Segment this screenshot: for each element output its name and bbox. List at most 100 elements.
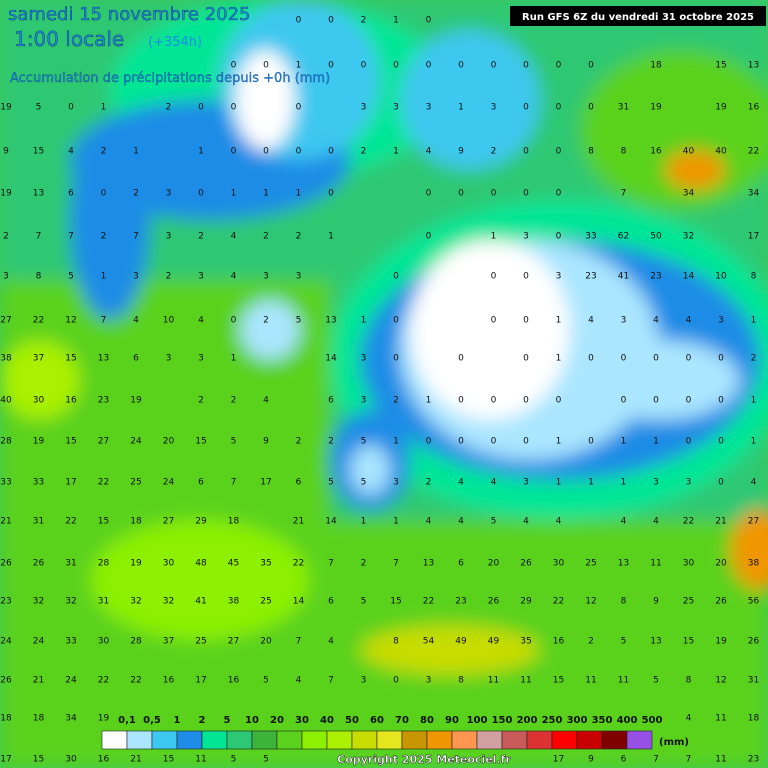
grid-value: 0 (68, 103, 74, 113)
grid-value: 7 (101, 316, 107, 326)
grid-value: 7 (296, 637, 302, 647)
grid-value: 3 (361, 676, 367, 686)
legend-swatch (176, 730, 203, 750)
grid-value: 15 (553, 676, 564, 686)
grid-value: 16 (228, 676, 240, 686)
grid-value: 31 (618, 103, 629, 113)
grid-value: 13 (650, 637, 661, 647)
grid-value: 30 (553, 559, 565, 569)
grid-value: 56 (748, 597, 760, 607)
grid-value: 2 (231, 396, 237, 406)
grid-value: 1 (751, 396, 757, 406)
legend-swatch (251, 730, 278, 750)
grid-value: 1 (393, 147, 399, 157)
grid-value: 4 (426, 517, 432, 527)
lead-time: (+354h) (148, 35, 202, 50)
grid-value: 0 (556, 61, 562, 71)
grid-value: 1 (653, 437, 659, 447)
grid-value: 3 (426, 676, 432, 686)
grid-value: 4 (133, 316, 139, 326)
grid-value: 2 (328, 437, 334, 447)
grid-value: 15 (390, 597, 401, 607)
grid-value: 40 (715, 147, 727, 157)
grid-value: 15 (33, 755, 44, 765)
grid-value: 3 (393, 478, 399, 488)
grid-value: 0 (491, 437, 497, 447)
grid-value: 8 (36, 272, 42, 282)
grid-value: 4 (263, 396, 269, 406)
grid-value: 1 (361, 517, 367, 527)
grid-value: 31 (65, 559, 76, 569)
grid-value: 23 (98, 396, 109, 406)
grid-value: 3 (3, 272, 9, 282)
grid-value: 37 (163, 637, 174, 647)
grid-value: 0 (458, 354, 464, 364)
grid-value: 2 (296, 232, 302, 242)
grid-value: 18 (0, 714, 12, 724)
grid-value: 18 (650, 61, 662, 71)
grid-value: 21 (33, 676, 44, 686)
grid-value: 8 (686, 676, 692, 686)
grid-value: 31 (33, 517, 44, 527)
grid-value: 15 (98, 517, 109, 527)
legend-label: 10 (245, 715, 259, 726)
grid-value: 50 (650, 232, 662, 242)
grid-value: 2 (166, 272, 172, 282)
grid-value: 8 (621, 147, 627, 157)
legend-label: 100 (467, 715, 488, 726)
grid-value: 5 (653, 676, 659, 686)
grid-value: 1 (393, 517, 399, 527)
grid-value: 1 (231, 354, 237, 364)
grid-value: 0 (653, 396, 659, 406)
grid-value: 25 (585, 559, 596, 569)
grid-value: 2 (393, 396, 399, 406)
grid-value: 22 (553, 597, 564, 607)
grid-value: 3 (491, 103, 497, 113)
grid-value: 19 (715, 637, 727, 647)
grid-value: 0 (393, 61, 399, 71)
grid-value: 3 (296, 272, 302, 282)
grid-value: 16 (650, 147, 662, 157)
grid-value: 34 (683, 189, 695, 199)
grid-value: 22 (683, 517, 694, 527)
grid-value: 0 (491, 272, 497, 282)
grid-value: 0 (588, 437, 594, 447)
grid-value: 30 (163, 559, 175, 569)
grid-value: 33 (33, 478, 44, 488)
grid-value: 12 (585, 597, 596, 607)
grid-value: 7 (393, 559, 399, 569)
grid-value: 6 (198, 478, 204, 488)
grid-value: 13 (748, 61, 759, 71)
grid-value: 25 (683, 597, 694, 607)
grid-value: 0 (393, 354, 399, 364)
grid-value: 19 (715, 103, 727, 113)
grid-value: 0 (393, 272, 399, 282)
grid-value: 4 (198, 316, 204, 326)
grid-value: 0 (523, 272, 529, 282)
grid-value: 5 (491, 517, 497, 527)
legend-label: 5 (224, 715, 231, 726)
grid-value: 22 (748, 147, 759, 157)
grid-value: 37 (33, 354, 44, 364)
grid-value: 14 (683, 272, 695, 282)
grid-value: 3 (263, 272, 269, 282)
grid-value: 2 (361, 147, 367, 157)
grid-value: 3 (198, 354, 204, 364)
grid-value: 0 (523, 396, 529, 406)
grid-value: 3 (166, 189, 172, 199)
grid-value: 22 (98, 478, 109, 488)
legend-label: 500 (642, 715, 663, 726)
grid-value: 4 (458, 517, 464, 527)
grid-value: 0 (588, 354, 594, 364)
grid-value: 22 (65, 517, 76, 527)
grid-value: 2 (751, 354, 757, 364)
grid-value: 24 (0, 637, 12, 647)
grid-value: 21 (715, 517, 726, 527)
grid-value: 24 (33, 637, 45, 647)
grid-value: 9 (458, 147, 464, 157)
grid-value: 40 (683, 147, 695, 157)
grid-value: 17 (553, 755, 564, 765)
legend-swatch (151, 730, 178, 750)
grid-value: 11 (715, 714, 726, 724)
grid-value: 0 (491, 396, 497, 406)
